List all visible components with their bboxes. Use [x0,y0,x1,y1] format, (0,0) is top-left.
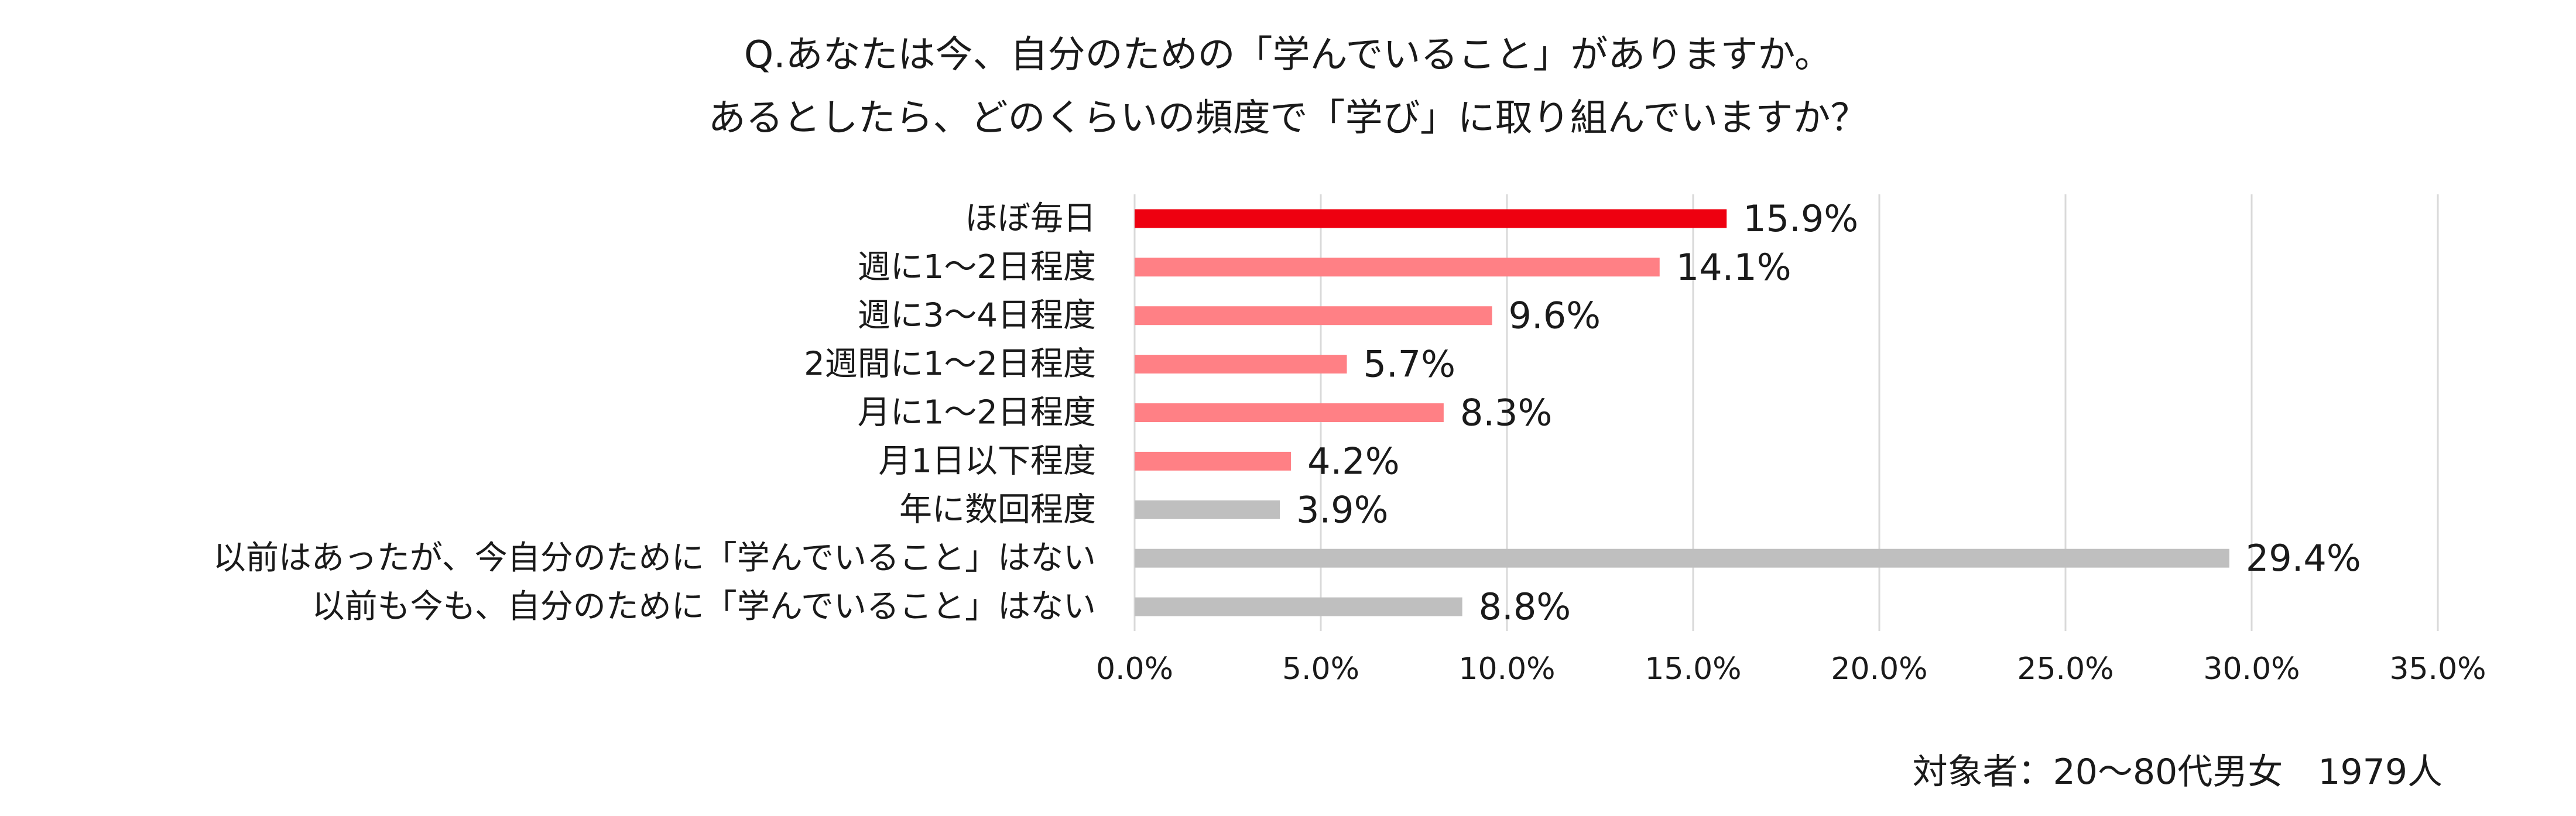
x-tick-label: 25.0% [2017,652,2113,687]
x-tick-label: 10.0% [1458,652,1555,687]
data-label: 29.4% [2246,537,2361,580]
value-labels: 15.9% 14.1% 9.6% 5.7%8.3% 4.2% 3.9% 29.4% 8.8% [1296,197,2361,628]
data-label: 15.9% [1743,197,1858,240]
data-label: 4.2% [1307,440,1400,482]
chart-title-line-1: Q.あなたは今、自分のための「学んでいること」がありますか。 [744,33,1832,77]
category-label: 以前も今も、自分のために「学んでいること」はない [311,588,1096,626]
chart-title: Q.あなたは今、自分のための「学んでいること」がありますか。 あるとしたら、どの… [0,23,2576,150]
bar [1135,451,1292,471]
bar [1135,209,1727,228]
bar [1135,306,1492,325]
bar [1135,500,1280,519]
data-label: 3.9% [1296,488,1389,531]
bars [1135,209,2229,616]
sample-note: 対象者：20～80代男女 1979人 [1912,752,2443,793]
x-tick-label: 5.0% [1282,652,1359,687]
data-label: 9.6% [1509,294,1601,337]
bar [1135,355,1347,374]
chart-title-line-2: あるとしたら、どのくらいの頻度で「学び」に取り組んでいますか？ [708,97,1868,140]
x-tick-label: 35.0% [2389,652,2486,687]
bar [1135,403,1444,422]
data-label: 8.3% [1460,392,1553,434]
data-label: 5.7% [1364,343,1456,386]
category-label: 月に1～2日程度 [858,394,1096,432]
x-tick-label: 30.0% [2203,652,2300,687]
data-label: 8.8% [1479,585,1571,628]
data-label: 14.1% [1676,246,1791,289]
x-tick-label: 0.0% [1096,652,1173,687]
category-label: 以前はあったが、今自分のために「学んでいること」はない [213,539,1096,577]
bar [1135,548,2229,568]
x-tick-label: 20.0% [1831,652,1927,687]
bar [1135,597,1462,616]
category-label: 年に数回程度 [899,491,1096,529]
category-label: 2週間に1～2日程度 [804,345,1096,383]
category-label: 月1日以下程度 [878,442,1096,480]
category-label: 週に3～4日程度 [858,297,1096,335]
category-label: ほぼ毎日 [965,200,1096,238]
bar [1135,258,1660,277]
category-label: 週に1～2日程度 [858,248,1096,286]
x-axis-tick-labels: 0.0% 5.0% 10.0% 15.0% 20.0% 25.0% 30.0% 35.0% [1096,652,2486,687]
x-tick-label: 15.0% [1645,652,1741,687]
